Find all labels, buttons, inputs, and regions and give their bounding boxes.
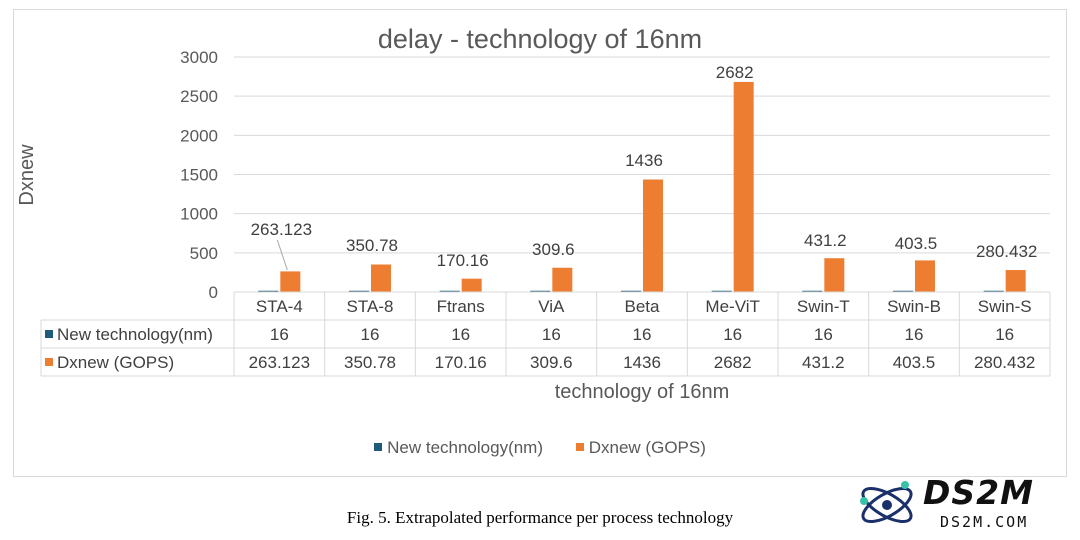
- atom-icon: [860, 481, 913, 524]
- table-cell: 16: [270, 325, 289, 344]
- y-tick-label: 3000: [180, 48, 218, 67]
- data-label: 350.78: [346, 236, 398, 255]
- legend-label-dxnew: Dxnew (GOPS): [588, 438, 706, 457]
- table-row-label: Dxnew (GOPS): [57, 353, 174, 372]
- legend-item-dxnew: Dxnew (GOPS): [575, 438, 706, 458]
- data-label: 170.16: [437, 251, 489, 270]
- category-label: STA-8: [347, 297, 394, 316]
- bar-new-technology: [439, 290, 460, 292]
- category-label: ViA: [538, 297, 565, 316]
- bar-dxnew: [280, 271, 301, 292]
- watermark-text: DS2M: [923, 473, 1034, 512]
- figure-caption: Fig. 5. Extrapolated performance per pro…: [346, 508, 734, 527]
- y-tick-label: 2500: [180, 87, 218, 106]
- bar-new-technology: [802, 290, 823, 292]
- table-cell: 16: [905, 325, 924, 344]
- category-label: STA-4: [256, 297, 303, 316]
- table-cell: 431.2: [802, 353, 845, 372]
- legend: New technology(nm) Dxnew (GOPS): [0, 438, 1080, 458]
- legend-swatch-new-technology: [374, 443, 383, 451]
- data-label: 309.6: [532, 240, 575, 259]
- ds2m-watermark-logo: DS2M DS2M.COM: [855, 473, 1075, 535]
- y-tick-label: 1000: [180, 205, 218, 224]
- bar-dxnew: [461, 278, 482, 292]
- table-row-swatch: [45, 358, 53, 366]
- legend-item-new-technology: New technology(nm): [374, 438, 543, 458]
- table-cell: 309.6: [530, 353, 573, 372]
- table-cell: 16: [361, 325, 380, 344]
- y-tick-label: 500: [190, 244, 218, 263]
- table-cell: 16: [451, 325, 470, 344]
- y-tick-label: 1500: [180, 166, 218, 185]
- data-label: 280.432: [976, 242, 1037, 261]
- category-label: Beta: [625, 297, 661, 316]
- bar-new-technology: [258, 290, 279, 292]
- table-cell: 263.123: [249, 353, 310, 372]
- category-label: Swin-S: [978, 297, 1032, 316]
- category-label: Ftrans: [437, 297, 485, 316]
- y-tick-label: 2000: [180, 126, 218, 145]
- bar-dxnew: [824, 258, 845, 292]
- data-label: 1436: [625, 151, 663, 170]
- bar-dxnew: [915, 260, 935, 292]
- bar-new-technology: [983, 290, 1004, 292]
- bar-dxnew: [552, 267, 573, 292]
- legend-label-new-technology: New technology(nm): [387, 438, 544, 457]
- y-axis-title: Dxnew: [16, 144, 38, 206]
- table-row-swatch: [45, 330, 53, 338]
- chart-frame: [13, 9, 1067, 477]
- category-label: Me-ViT: [705, 297, 759, 316]
- table-cell: 16: [633, 325, 652, 344]
- table-cell: 16: [542, 325, 561, 344]
- table-cell: 2682: [714, 353, 752, 372]
- table-cell: 16: [995, 325, 1014, 344]
- category-label: Swin-B: [887, 297, 941, 316]
- table-cell: 1436: [623, 353, 661, 372]
- legend-swatch-dxnew: [575, 443, 584, 451]
- table-cell: 350.78: [344, 353, 396, 372]
- data-label: 263.123: [251, 220, 312, 239]
- bar-dxnew: [643, 179, 663, 292]
- bar-new-technology: [530, 290, 551, 292]
- bar-new-technology: [711, 290, 732, 292]
- bar-new-technology: [893, 290, 913, 292]
- bar-dxnew: [1005, 270, 1026, 292]
- bar-new-technology: [349, 290, 369, 292]
- table-cell: 280.432: [974, 353, 1035, 372]
- data-label-leader: [276, 239, 288, 271]
- table-cell: 403.5: [893, 353, 936, 372]
- data-label: 431.2: [804, 231, 847, 250]
- category-label: Swin-T: [797, 297, 850, 316]
- table-cell: 170.16: [435, 353, 487, 372]
- data-label: 2682: [716, 63, 754, 82]
- table-cell: 16: [723, 325, 742, 344]
- watermark-subtext: DS2M.COM: [940, 513, 1029, 531]
- x-axis-title: technology of 16nm: [555, 381, 730, 403]
- chart-title: delay - technology of 16nm: [377, 24, 703, 54]
- bar-new-technology: [621, 290, 641, 292]
- bar-dxnew: [733, 81, 754, 292]
- table-row-label: New technology(nm): [57, 325, 213, 344]
- y-tick-label: 0: [209, 283, 218, 302]
- data-label: 403.5: [895, 234, 938, 253]
- table-cell: 16: [814, 325, 833, 344]
- bar-dxnew: [371, 264, 391, 292]
